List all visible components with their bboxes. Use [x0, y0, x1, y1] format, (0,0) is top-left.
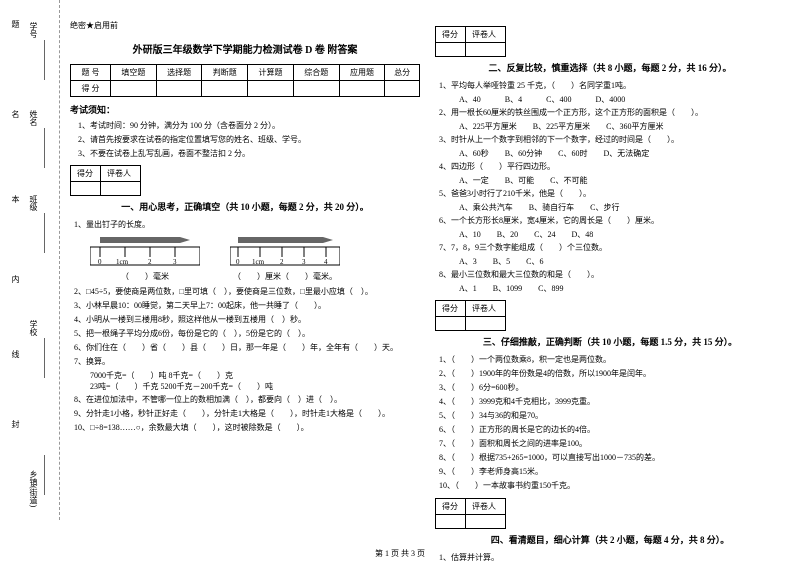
q8: 8、在进位加法中，不管哪一位上的数相加满（ ），都要向（ ）进（ ）。: [74, 394, 420, 406]
q5: 5、把一根绳子平均分成6份，每份是它的（ ），5份是它的（ ）。: [74, 328, 420, 340]
notice-item: 2、请首先按要求在试卷的指定位置填写您的姓名、班级、学号。: [70, 134, 420, 145]
s3i: 4、（ ）3999克和4千克相比，3999克重。: [439, 396, 785, 408]
side-line: [44, 128, 45, 168]
s3i: 8、（ ）根据735+265=1000，可以直接写出1000－735的差。: [439, 452, 785, 464]
svg-text:0: 0: [98, 258, 102, 266]
s2q2: 2、用一根长60厘米的铁丝围成一个正方形，这个正方形的面积是（ ）。: [439, 107, 785, 119]
section-score-box: 得分评卷人: [435, 300, 506, 331]
q7b: 23吨=（ ）千克 5200千克－200千克=（ ）吨: [90, 381, 420, 392]
table-row: 得 分: [71, 81, 420, 97]
s3i: 9、（ ）李老师身高15米。: [439, 466, 785, 478]
page-footer: 第 1 页 共 3 页: [0, 548, 800, 559]
section4-title: 四、看清题目，细心计算（共 2 小题，每题 4 分，共 8 分）。: [435, 533, 785, 546]
s2q1o: A、40 B、4 C、400 D、4000: [459, 94, 785, 105]
q9: 9、分针走1小格，秒针正好走（ ），分针走1大格是（ ），时针走1大格是（ ）。: [74, 408, 420, 420]
section1-title: 一、用心思考，正确填空（共 10 小题，每题 2 分，共 20 分）。: [70, 200, 420, 213]
s3i: 10、（ ）一本故事书约重150千克。: [439, 480, 785, 492]
nail-tip: [323, 237, 333, 243]
s2q8o: A、1 B、1099 C、899: [459, 283, 785, 294]
q10: 10、□÷8=138……○，余数最大填（ ），这时被除数是（ ）。: [74, 422, 420, 434]
row-label: 题 号: [71, 65, 111, 81]
ruler-row: 0 1cm 2 3 （ ）毫米 0 1cm 2 3 4: [90, 235, 420, 282]
table-row: 题 号 填空题 选择题 判断题 计算题 综合题 应用题 总分: [71, 65, 420, 81]
ruler-b: 0 1cm 2 3 4 （ ）厘米（ ）毫米。: [230, 235, 340, 282]
s2q8: 8、最小三位数和最大三位数的和是（ ）。: [439, 269, 785, 281]
s2q5o: A、乘公共汽车 B、骑自行车 C、步行: [459, 202, 785, 213]
svg-text:4: 4: [324, 258, 328, 266]
vert-ming: 名: [10, 110, 21, 118]
section-score-box: 得分评卷人: [70, 165, 141, 196]
s2q3o: A、60秒 B、60分钟 C、60时 D、无法确定: [459, 148, 785, 159]
ruler-a-caption: （ ）毫米: [90, 271, 200, 282]
s2q7: 7、7，8，9三个数字能组成（ ）个三位数。: [439, 242, 785, 254]
vert-xian: 线: [10, 350, 21, 358]
s3i: 2、（ ）1900年的年份数是4的倍数，所以1900年是闰年。: [439, 368, 785, 380]
side-label-class: 班级: [28, 195, 39, 211]
side-label-name: 姓名: [28, 110, 39, 126]
side-label-id: 学号: [28, 22, 39, 38]
s2q7o: A、3 B、5 C、6: [459, 256, 785, 267]
s3i: 1、（ ）一个两位数乘8，积一定也是两位数。: [439, 354, 785, 366]
vert-nei: 内: [10, 275, 21, 283]
binding-sidebar: 学号 题 姓名 名 班级 本 内 学校 线 封 乡镇(街道): [0, 0, 60, 520]
s2q6: 6、一个长方形长8厘米，宽4厘米，它的周长是（ ）厘米。: [439, 215, 785, 227]
row-label: 得 分: [71, 81, 111, 97]
q1: 1、量出钉子的长度。: [74, 219, 420, 231]
ruler-a-svg: 0 1cm 2 3: [90, 235, 200, 267]
vert-ben: 本: [10, 195, 21, 203]
secret-label: 绝密★启用前: [70, 20, 420, 31]
ruler-b-caption: （ ）厘米（ ）毫米。: [230, 271, 340, 282]
nail-shape: [100, 237, 180, 243]
q7a: 7000千克=（ ）吨 8千克=（ ）克: [90, 370, 420, 381]
s2q5: 5、爸爸3小时行了210千米，他是（ ）。: [439, 188, 785, 200]
side-label-town: 乡镇(街道): [28, 470, 39, 507]
side-label-school: 学校: [28, 320, 39, 336]
section-score-box: 得分评卷人: [435, 498, 506, 529]
nail-shape: [238, 237, 323, 243]
s2q6o: A、10 B、20 C、24 D、48: [459, 229, 785, 240]
ruler-b-svg: 0 1cm 2 3 4: [230, 235, 340, 267]
notice-item: 1、考试时间：90 分钟，满分为 100 分（含卷面分 2 分）。: [70, 120, 420, 131]
svg-text:2: 2: [280, 258, 284, 266]
s2q4o: A、一定 B、可能 C、不可能: [459, 175, 785, 186]
left-column: 绝密★启用前 外研版三年级数学下学期能力检测试卷 D 卷 附答案 题 号 填空题…: [70, 20, 420, 436]
s2q2o: A、225平方厘米 B、225平方厘米 C、360平方厘米: [459, 121, 785, 132]
s2q1: 1、平均每人举哑铃重 25 千克，（ ）名同学重1吨。: [439, 80, 785, 92]
s3i: 5、（ ）34与36的和是70。: [439, 410, 785, 422]
s2q4: 4、四边形（ ）平行四边形。: [439, 161, 785, 173]
ruler-body: [90, 247, 200, 265]
svg-text:3: 3: [302, 258, 306, 266]
section-score-box: 得分评卷人: [435, 26, 506, 57]
q4: 4、小明从一楼到三楼用8秒，照这样他从一楼到五楼用（ ）秒。: [74, 314, 420, 326]
nail-tip: [180, 237, 190, 243]
svg-text:2: 2: [148, 258, 152, 266]
q7: 7、换算。: [74, 356, 420, 368]
side-line: [44, 455, 45, 495]
s2q3: 3、时针从上一个数字到相邻的下一个数字，经过的时间是（ ）。: [439, 134, 785, 146]
vert-feng: 封: [10, 420, 21, 428]
s3i: 7、（ ）面积和周长之间的进率是100。: [439, 438, 785, 450]
right-column: 得分评卷人 二、反复比较，慎重选择（共 8 小题，每题 2 分，共 16 分）。…: [435, 20, 785, 566]
s3i: 6、（ ）正方形的周长是它的边长的4倍。: [439, 424, 785, 436]
q3: 3、小林早晨10：00睡觉，第二天早上7：00起床，他一共睡了（ ）。: [74, 300, 420, 312]
exam-title: 外研版三年级数学下学期能力检测试卷 D 卷 附答案: [70, 41, 420, 56]
section3-title: 三、仔细推敲，正确判断（共 10 小题，每题 1.5 分，共 15 分）。: [435, 335, 785, 348]
q6: 6、你们住在（ ）省（ ）县（ ）日，那一年是（ ）年，全年有（ ）天。: [74, 342, 420, 354]
ruler-a: 0 1cm 2 3 （ ）毫米: [90, 235, 200, 282]
section2-title: 二、反复比较，慎重选择（共 8 小题，每题 2 分，共 16 分）。: [435, 61, 785, 74]
svg-text:0: 0: [236, 258, 240, 266]
side-line: [44, 213, 45, 253]
svg-text:1cm: 1cm: [116, 258, 129, 266]
svg-text:3: 3: [173, 258, 177, 266]
main-score-table: 题 号 填空题 选择题 判断题 计算题 综合题 应用题 总分 得 分: [70, 64, 420, 97]
side-line: [44, 40, 45, 80]
q2: 2、□45÷5，要使商是两位数，□里可填（ ），要使商是三位数，□里最小应填（ …: [74, 286, 420, 298]
side-line: [44, 338, 45, 378]
notice-title: 考试须知：: [70, 103, 420, 116]
s3i: 3、（ ）6分=600秒。: [439, 382, 785, 394]
notice-item: 3、不要在试卷上乱写乱画，卷面不整洁扣 2 分。: [70, 148, 420, 159]
svg-text:1cm: 1cm: [252, 258, 265, 266]
vert-ti: 题: [10, 20, 21, 28]
